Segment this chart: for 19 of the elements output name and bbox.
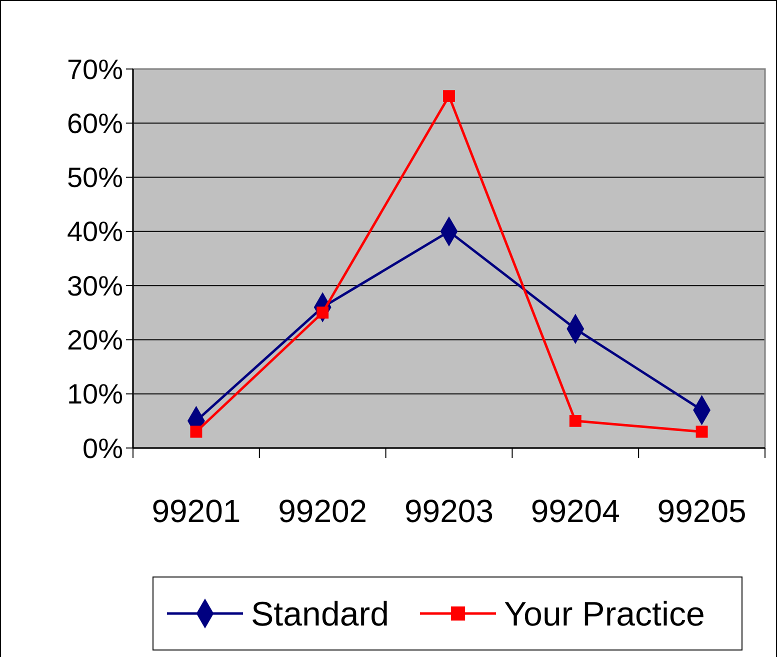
y-tick-label: 0% [82, 432, 123, 464]
y-tick-label: 70% [66, 54, 123, 85]
x-tick-label: 99202 [278, 493, 368, 529]
x-tick-label: 99203 [404, 493, 494, 529]
y-tick-label: 30% [66, 270, 123, 302]
y-tick-label: 40% [66, 216, 123, 248]
point [569, 414, 582, 427]
y-tick-label: 10% [66, 378, 123, 410]
x-tick-label: 99204 [530, 493, 620, 529]
legend-label: Your Practice [504, 595, 705, 634]
point [443, 90, 455, 102]
y-tick-label: 50% [66, 162, 123, 194]
x-tick-label: 99205 [657, 493, 746, 529]
y-tick-label: 60% [66, 108, 123, 139]
legend-label: Standard [251, 595, 389, 634]
point [696, 426, 708, 438]
x-tick-label: 99201 [152, 493, 241, 529]
point [190, 426, 202, 438]
y-tick-label: 20% [66, 324, 123, 356]
